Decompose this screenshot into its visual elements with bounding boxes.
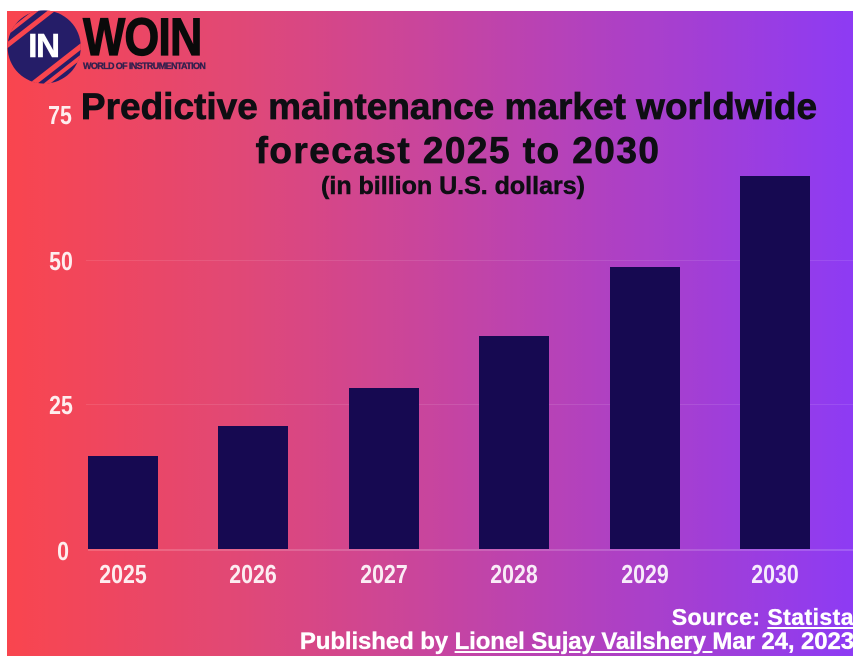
svg-text:IN: IN: [28, 27, 59, 64]
